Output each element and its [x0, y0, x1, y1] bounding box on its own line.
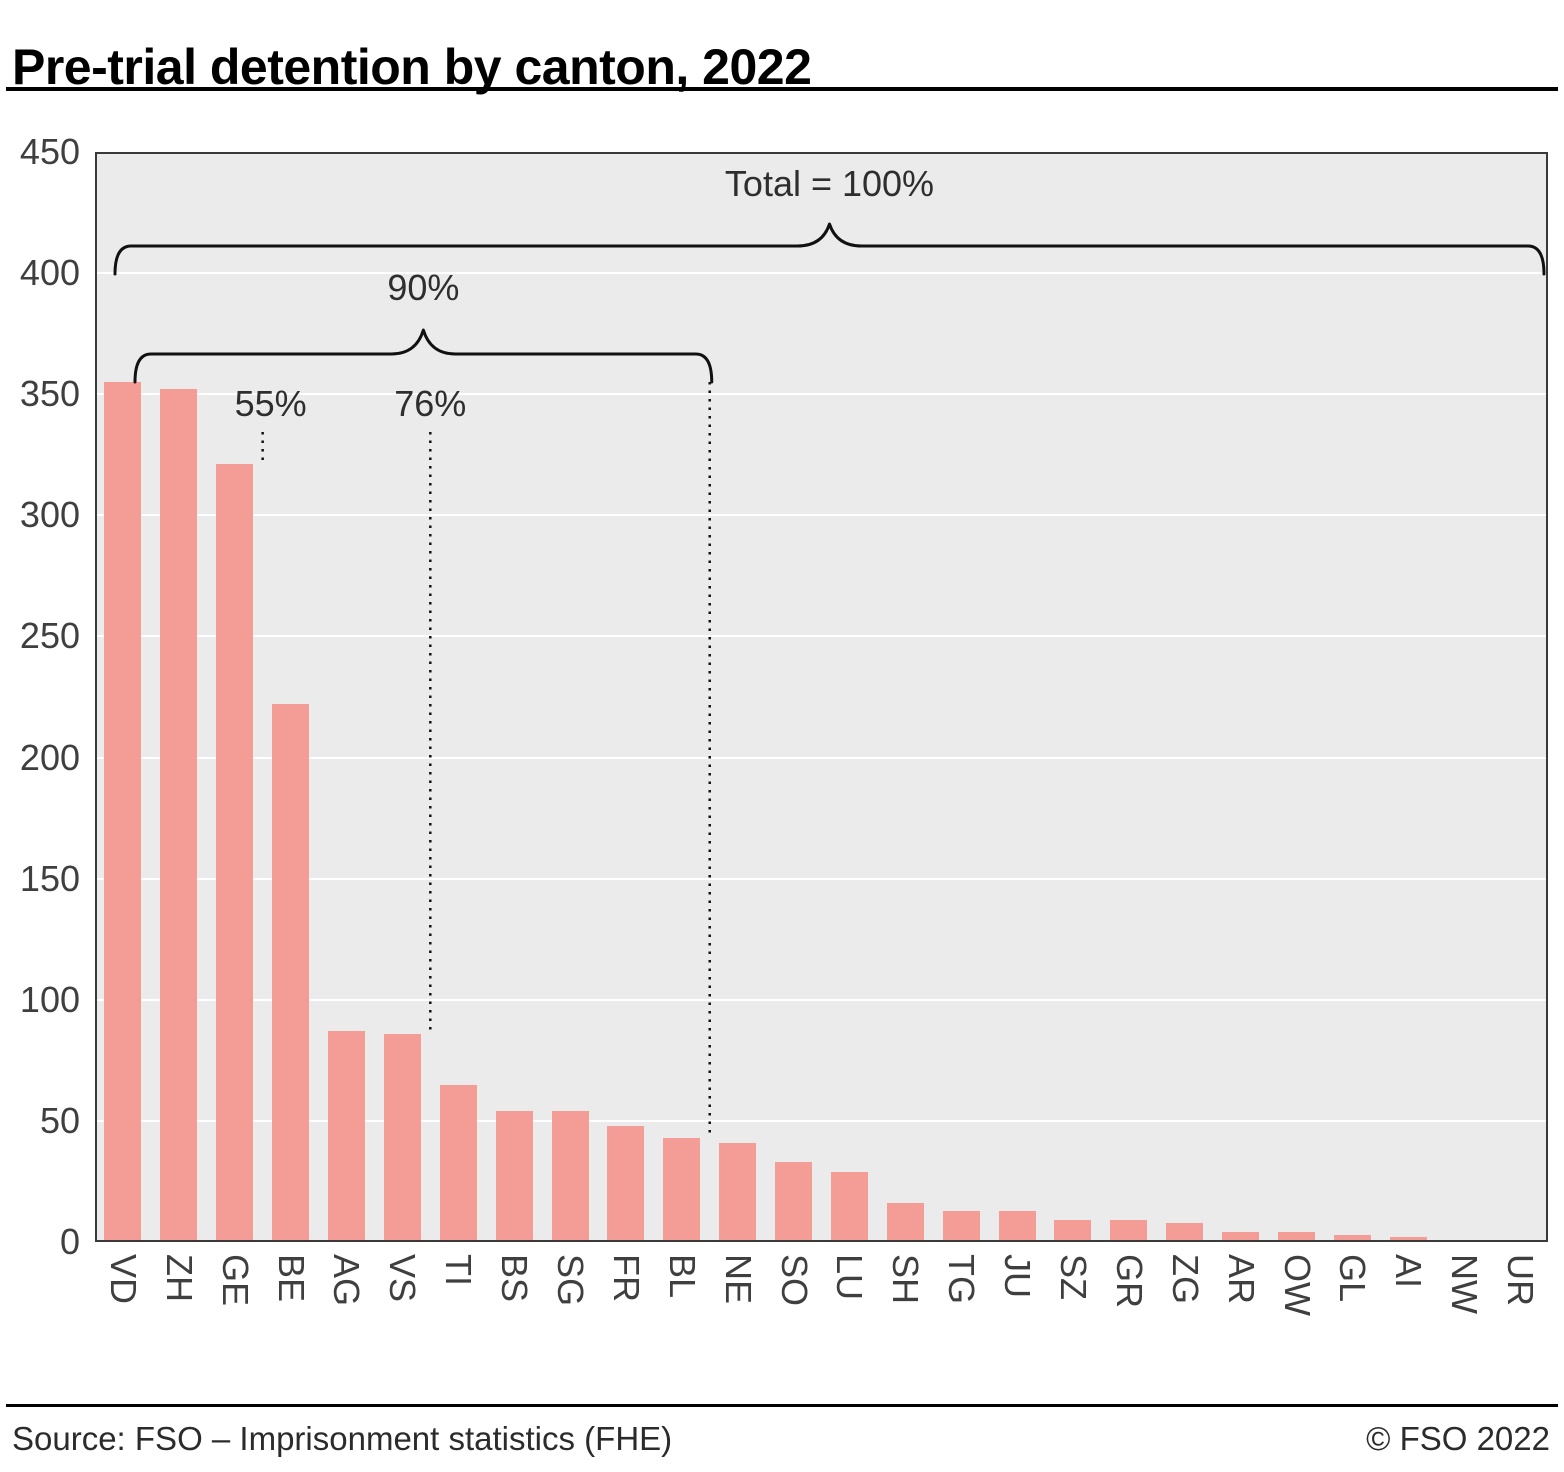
y-tick-label: 300	[19, 494, 80, 536]
x-tick-label-nw: NW	[1444, 1254, 1486, 1314]
annotation-total-label: Total = 100%	[724, 163, 935, 204]
footer: Source: FSO – Imprisonment statistics (F…	[12, 1420, 1550, 1458]
bar-ow	[1278, 1232, 1316, 1242]
gridline	[95, 393, 1548, 396]
annotation-55pct-label: 55%	[234, 383, 307, 424]
footer-divider	[6, 1404, 1558, 1407]
y-tick-label: 0	[59, 1221, 80, 1262]
y-tick-label: 400	[19, 252, 80, 294]
x-tick-label-tg: TG	[941, 1254, 983, 1304]
gridline	[95, 1119, 1548, 1122]
title-divider	[6, 87, 1558, 91]
annotation-90pct-label: 90%	[387, 267, 460, 308]
x-tick-label-ai: AI	[1388, 1254, 1430, 1289]
bar-ag	[327, 1031, 365, 1242]
gridline	[95, 514, 1548, 517]
bar-ge	[216, 464, 254, 1242]
bar-bl	[663, 1137, 701, 1242]
y-tick-label: 100	[19, 978, 80, 1020]
bar-tg	[942, 1210, 980, 1242]
y-tick-label: 50	[39, 1099, 80, 1141]
source-text: Source: FSO – Imprisonment statistics (F…	[12, 1420, 673, 1457]
bar-bs	[495, 1111, 533, 1242]
bar-ar	[1222, 1232, 1260, 1242]
x-tick-label-vs: VS	[382, 1254, 424, 1303]
x-tick-label-be: BE	[270, 1254, 312, 1303]
brace-90pct	[133, 328, 714, 384]
annotation-76pct-label: 76%	[394, 383, 467, 424]
gridline	[95, 272, 1548, 275]
bar-sz	[1054, 1220, 1092, 1242]
gridline	[95, 877, 1548, 880]
x-tick-label-ge: GE	[214, 1254, 256, 1307]
x-tick-label-bs: BS	[494, 1254, 536, 1303]
bar-zh	[160, 389, 198, 1242]
y-tick-label: 200	[19, 736, 80, 778]
x-tick-label-sh: SH	[885, 1254, 927, 1305]
x-tick-label-lu: LU	[829, 1254, 871, 1301]
x-tick-label-so: SO	[773, 1254, 815, 1307]
x-tick-label-sg: SG	[550, 1254, 592, 1307]
x-tick-label-vd: VD	[102, 1254, 144, 1305]
bar-ju	[998, 1210, 1036, 1242]
x-tick-label-zh: ZH	[158, 1254, 200, 1302]
copyright-text: © FSO 2022	[1366, 1420, 1550, 1457]
bar-so	[775, 1162, 813, 1242]
gridline	[95, 635, 1548, 638]
plot-area: Total = 100% 90% 55% 76%	[95, 152, 1548, 1242]
x-tick-label-ar: AR	[1220, 1254, 1262, 1305]
y-tick-label: 150	[19, 857, 80, 899]
gridline	[95, 756, 1548, 759]
bar-gr	[1110, 1220, 1148, 1242]
page-title: Pre-trial detention by canton, 2022	[12, 38, 812, 95]
x-tick-label-zg: ZG	[1164, 1254, 1206, 1304]
x-tick-label-fr: FR	[605, 1254, 647, 1302]
x-tick-label-ow: OW	[1276, 1254, 1318, 1316]
bar-vd	[104, 382, 142, 1242]
y-tick-label: 250	[19, 615, 80, 657]
bar-ne	[719, 1142, 757, 1242]
x-tick-label-ju: JU	[997, 1254, 1039, 1298]
y-tick-label: 350	[19, 373, 80, 415]
bar-ti	[439, 1084, 477, 1242]
bar-gl	[1333, 1234, 1371, 1242]
x-tick-label-ne: NE	[717, 1254, 759, 1305]
y-tick-label: 450	[19, 131, 80, 172]
x-tick-label-bl: BL	[661, 1254, 703, 1299]
bar-vs	[383, 1033, 421, 1242]
x-tick-label-sz: SZ	[1052, 1254, 1094, 1301]
x-tick-label-gr: GR	[1108, 1254, 1150, 1308]
bar-be	[272, 704, 310, 1242]
bar-zg	[1166, 1222, 1204, 1242]
annotation-layer	[113, 222, 1546, 1138]
x-tick-label-ag: AG	[326, 1254, 368, 1307]
x-tick-label-ur: UR	[1500, 1254, 1542, 1306]
gridline	[95, 998, 1548, 1001]
brace-100pct	[113, 222, 1546, 276]
bar-lu	[830, 1171, 868, 1242]
bar-sg	[551, 1111, 589, 1242]
x-tick-label-ti: TI	[438, 1254, 480, 1286]
bar-ai	[1389, 1237, 1427, 1242]
bar-sh	[886, 1203, 924, 1242]
bar-fr	[607, 1125, 645, 1242]
x-tick-label-gl: GL	[1332, 1254, 1374, 1303]
